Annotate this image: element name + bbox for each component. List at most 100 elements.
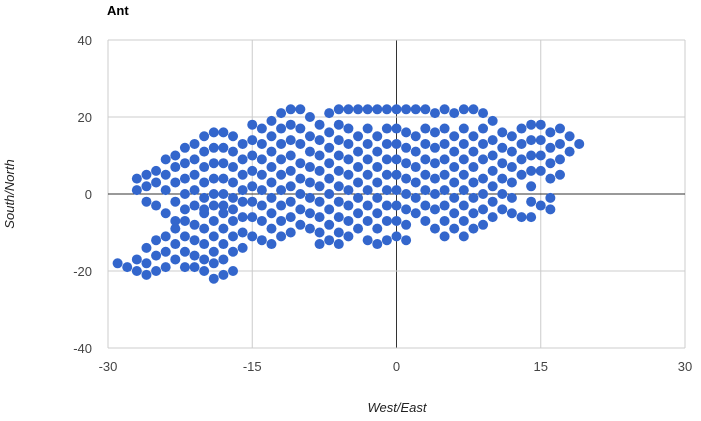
data-point xyxy=(429,189,440,199)
data-point xyxy=(141,196,152,207)
data-point xyxy=(468,177,479,188)
data-point xyxy=(410,146,421,157)
data-point xyxy=(295,138,306,149)
data-point xyxy=(401,127,412,138)
data-point xyxy=(449,108,460,119)
data-point xyxy=(141,242,152,253)
data-point xyxy=(497,142,508,153)
data-point xyxy=(401,104,412,115)
data-point xyxy=(362,154,373,165)
data-point xyxy=(189,154,200,165)
data-point xyxy=(545,192,556,203)
data-point xyxy=(526,150,537,161)
data-point xyxy=(516,169,527,180)
data-point xyxy=(218,223,229,234)
data-point xyxy=(343,104,354,115)
x-tick-label: -15 xyxy=(243,359,262,374)
data-point xyxy=(401,204,412,215)
data-point xyxy=(304,131,315,142)
data-point xyxy=(372,146,383,157)
data-point xyxy=(554,123,565,134)
data-point xyxy=(353,223,364,234)
data-point xyxy=(391,123,402,134)
data-point xyxy=(381,185,392,196)
data-point xyxy=(285,119,296,130)
data-point xyxy=(160,169,171,180)
data-point xyxy=(295,173,306,184)
data-point xyxy=(410,162,421,173)
y-axis-label: South/North xyxy=(2,159,17,228)
data-point xyxy=(160,154,171,165)
data-point xyxy=(208,273,219,284)
data-point xyxy=(295,189,306,199)
data-point xyxy=(324,189,335,199)
data-point xyxy=(208,231,219,242)
data-point xyxy=(247,119,258,130)
data-point xyxy=(199,254,210,265)
data-point xyxy=(429,173,440,184)
data-point xyxy=(516,212,527,223)
data-point xyxy=(256,215,267,226)
data-point xyxy=(256,200,267,211)
data-point xyxy=(372,239,383,250)
data-point xyxy=(237,154,248,165)
data-point xyxy=(362,169,373,180)
data-point xyxy=(208,158,219,169)
data-point xyxy=(478,123,489,134)
data-point xyxy=(420,123,431,134)
data-point xyxy=(247,165,258,176)
data-point xyxy=(468,208,479,219)
data-point xyxy=(276,123,287,134)
data-point xyxy=(208,142,219,153)
data-point xyxy=(458,169,469,180)
data-point xyxy=(506,192,517,203)
data-point xyxy=(228,204,239,215)
data-point xyxy=(506,146,517,157)
data-point xyxy=(179,246,190,257)
data-point xyxy=(333,119,344,130)
data-point xyxy=(391,231,402,242)
data-point xyxy=(324,127,335,138)
data-point xyxy=(266,223,277,234)
data-point xyxy=(420,169,431,180)
data-point xyxy=(506,177,517,188)
data-point xyxy=(478,108,489,119)
data-point xyxy=(564,131,575,142)
data-point xyxy=(439,215,450,226)
data-point xyxy=(256,169,267,180)
data-point xyxy=(314,239,325,250)
data-point xyxy=(276,231,287,242)
data-point xyxy=(343,138,354,149)
data-point xyxy=(285,181,296,192)
data-point xyxy=(372,177,383,188)
data-point xyxy=(160,246,171,257)
data-point xyxy=(391,138,402,149)
data-point xyxy=(266,208,277,219)
data-point xyxy=(208,173,219,184)
data-point xyxy=(199,239,210,250)
data-point xyxy=(304,112,315,122)
data-point xyxy=(381,235,392,246)
data-point xyxy=(516,138,527,149)
data-point xyxy=(362,104,373,115)
data-point xyxy=(324,219,335,230)
data-point xyxy=(391,154,402,165)
data-point xyxy=(141,269,152,280)
data-point xyxy=(179,142,190,153)
data-point xyxy=(151,266,162,276)
data-point xyxy=(362,185,373,196)
data-point xyxy=(170,215,181,226)
data-point xyxy=(449,192,460,203)
data-point xyxy=(218,127,229,138)
data-point xyxy=(564,146,575,157)
data-point xyxy=(439,169,450,180)
data-point xyxy=(228,215,239,226)
data-point xyxy=(266,115,277,126)
data-point xyxy=(439,154,450,165)
data-point xyxy=(353,177,364,188)
data-point xyxy=(237,242,248,253)
data-point xyxy=(199,162,210,173)
data-point xyxy=(429,158,440,169)
data-point xyxy=(314,135,325,146)
data-point xyxy=(199,146,210,157)
